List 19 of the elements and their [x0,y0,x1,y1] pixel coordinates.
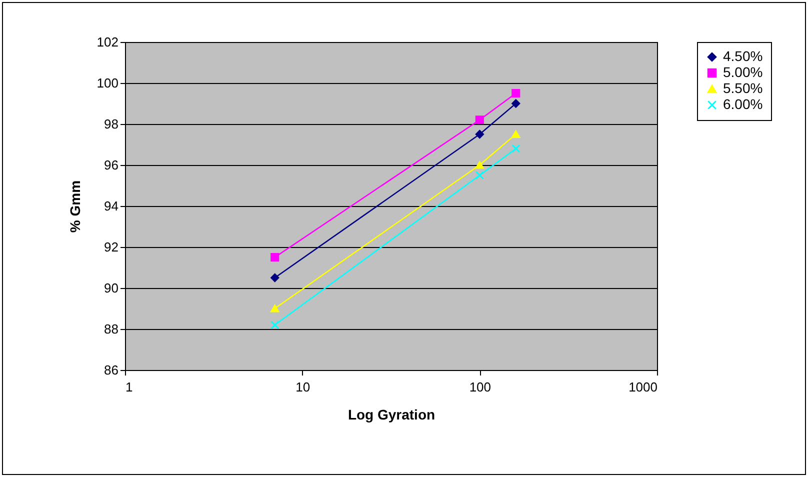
y-tick-label: 90 [104,280,118,296]
x-tick-label: 10 [296,380,310,394]
legend-label: 6.00% [723,96,763,112]
x-tick-label: 1 [126,380,133,394]
legend-label: 5.50% [723,80,763,96]
y-tick-label: 88 [104,322,118,336]
y-tick-label: 94 [104,198,118,214]
x-tick-label: 1000 [628,380,658,394]
x-tick-label: 100 [469,380,492,394]
y-tick-label: 100 [96,76,118,90]
legend-label: 4.50% [723,48,763,64]
y-axis-title: % Gmm [66,180,83,233]
y-tick-label: 96 [104,158,118,172]
y-tick-label: 92 [104,240,118,254]
y-tick-label: 102 [96,34,118,50]
y-tick-label: 98 [104,116,118,132]
x-axis-title: Log Gyration [348,406,436,422]
legend-label: 5.00% [723,64,763,80]
y-tick-label: 86 [104,362,118,378]
